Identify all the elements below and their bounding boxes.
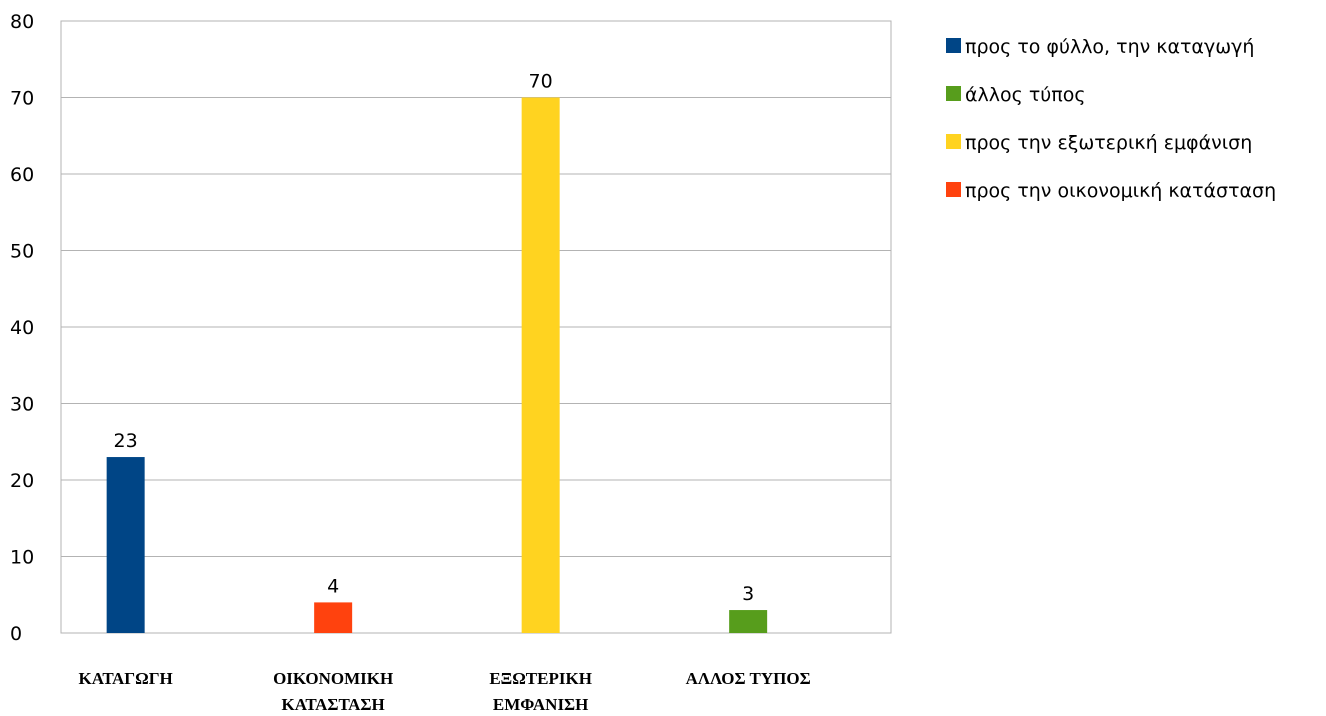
x-tick-label: ΕΜΦΑΝΙΣΗ bbox=[493, 695, 589, 714]
legend: προς το φύλλο, την καταγωγή άλλος τύπος πρ… bbox=[946, 36, 1276, 202]
legend-label: προς την οικονομική κατάσταση bbox=[965, 180, 1276, 202]
legend-swatch bbox=[946, 38, 961, 53]
bar bbox=[729, 610, 768, 633]
y-tick-label: 0 bbox=[10, 623, 22, 645]
bars bbox=[106, 97, 768, 633]
data-label: 3 bbox=[742, 583, 754, 605]
x-tick-label: ΕΞΩΤΕΡΙΚΗ bbox=[489, 669, 592, 688]
bar bbox=[314, 602, 353, 633]
x-tick-label: ΚΑΤΑΣΤΑΣΗ bbox=[282, 695, 385, 714]
y-tick-label: 50 bbox=[10, 241, 34, 263]
data-label: 4 bbox=[327, 575, 339, 597]
legend-item: προς το φύλλο, την καταγωγή bbox=[946, 36, 1254, 58]
bar bbox=[106, 457, 145, 633]
legend-item: προς την οικονομική κατάσταση bbox=[946, 180, 1276, 202]
y-tick-label: 10 bbox=[10, 547, 34, 569]
legend-label: άλλος τύπος bbox=[965, 84, 1085, 106]
bar bbox=[521, 97, 560, 633]
legend-label: προς το φύλλο, την καταγωγή bbox=[965, 36, 1254, 58]
y-tick-label: 80 bbox=[10, 11, 34, 33]
y-tick-label: 40 bbox=[10, 317, 34, 339]
legend-item: προς την εξωτερική εμφάνιση bbox=[946, 132, 1252, 154]
y-axis: 0 10 20 30 40 50 60 70 80 bbox=[10, 11, 34, 645]
data-label: 23 bbox=[114, 430, 138, 452]
x-tick-label: ΚΑΤΑΓΩΓΗ bbox=[79, 669, 173, 688]
y-tick-label: 70 bbox=[10, 88, 34, 110]
x-axis: ΚΑΤΑΓΩΓΗ ΟΙΚΟΝΟΜΙΚΗ ΚΑΤΑΣΤΑΣΗ ΕΞΩΤΕΡΙΚΗ ΕΜΦΑ… bbox=[79, 669, 811, 714]
legend-swatch bbox=[946, 182, 961, 197]
gridlines bbox=[60, 20, 892, 634]
legend-label: προς την εξωτερική εμφάνιση bbox=[965, 132, 1252, 154]
legend-item: άλλος τύπος bbox=[946, 84, 1085, 106]
y-tick-label: 30 bbox=[10, 394, 34, 416]
legend-swatch bbox=[946, 134, 961, 149]
data-labels: 23 4 70 3 bbox=[114, 71, 755, 606]
x-tick-label: ΟΙΚΟΝΟΜΙΚΗ bbox=[273, 669, 393, 688]
data-label: 70 bbox=[529, 71, 553, 93]
y-tick-label: 20 bbox=[10, 470, 34, 492]
legend-swatch bbox=[946, 86, 961, 101]
x-tick-label: ΑΛΛΟΣ ΤΥΠΟΣ bbox=[686, 669, 811, 688]
y-tick-label: 60 bbox=[10, 164, 34, 186]
